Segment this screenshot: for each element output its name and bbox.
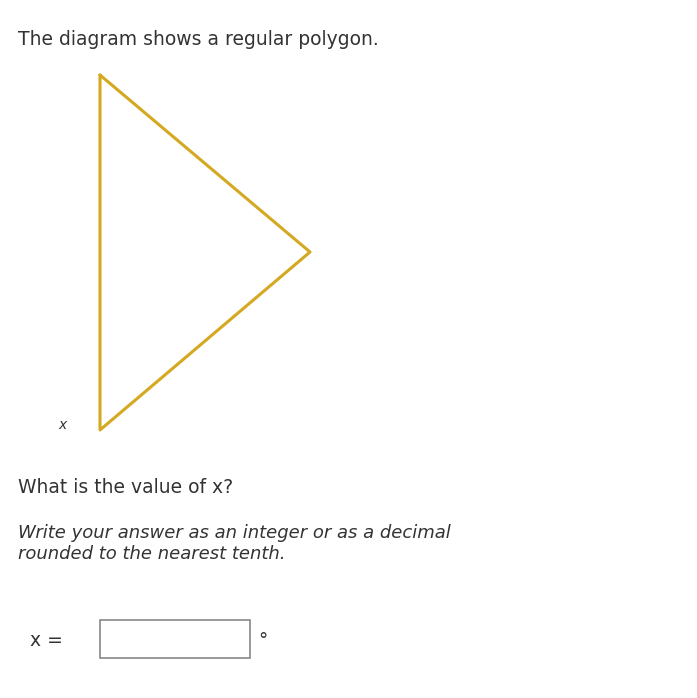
FancyBboxPatch shape xyxy=(100,620,250,658)
Text: The diagram shows a regular polygon.: The diagram shows a regular polygon. xyxy=(18,30,378,49)
Text: x =: x = xyxy=(30,630,63,650)
Text: x: x xyxy=(58,418,66,432)
Text: °: ° xyxy=(258,630,267,650)
Text: What is the value of x?: What is the value of x? xyxy=(18,478,233,497)
Text: Write your answer as an integer or as a decimal
rounded to the nearest tenth.: Write your answer as an integer or as a … xyxy=(18,524,451,563)
